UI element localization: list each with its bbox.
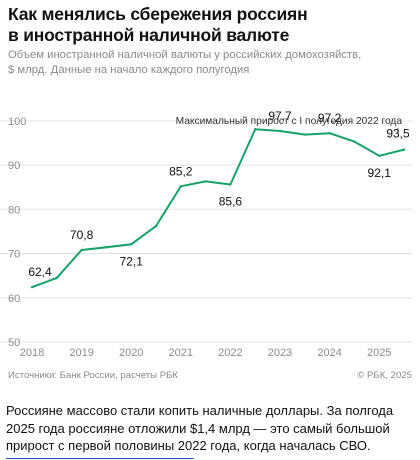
data-label-10: 97,7 (268, 109, 292, 123)
x-tick-label-2019: 2019 (69, 347, 93, 359)
x-tick-label-2020: 2020 (119, 347, 143, 359)
annotation-max-increase: Максимальный прирост с I полугодия 2022 … (176, 116, 403, 127)
data-point-8 (229, 183, 232, 186)
copyright-note: © РБК, 2025 (357, 370, 412, 381)
data-label-2: 70,8 (70, 228, 94, 242)
line-chart: 50 60 70 80 90 100 2018 2019 2020 2021 2022 2023 202… (0, 109, 412, 359)
data-point-5 (154, 224, 158, 228)
chart-title: Как менялись сбережения россиян в иностр… (8, 4, 412, 46)
x-tick-label-2024: 2024 (317, 347, 341, 359)
x-tick-label-2025: 2025 (367, 347, 391, 359)
data-label-0: 62,4 (28, 265, 52, 279)
data-point-3 (105, 246, 108, 249)
x-tick-label-2023: 2023 (268, 347, 292, 359)
chart-subtitle-line-2: $ млрд. Данные на начало каждого полугод… (8, 64, 250, 76)
x-tick-label-2021: 2021 (169, 347, 193, 359)
data-point-1 (55, 276, 58, 280)
article-caption: Россияне массово стали копить наличные д… (6, 402, 416, 455)
data-point-12 (328, 132, 331, 135)
source-note: Источники: Банк России, расчеты РБК (8, 370, 179, 381)
data-point-13 (353, 140, 356, 143)
caption-line-1: Россияне массово стали копить наличные д… (6, 403, 394, 418)
data-label-6: 85,2 (169, 164, 193, 178)
data-point-0 (30, 285, 34, 289)
caption-line-3: прирост с первой половины 2022 года, ког… (6, 438, 371, 453)
data-label-14: 92,1 (368, 166, 392, 180)
chart-title-line-1: Как менялись сбережения россиян (8, 4, 308, 24)
y-tick-label-80: 80 (8, 204, 20, 216)
y-tick-label-60: 60 (8, 293, 20, 305)
data-point-9 (254, 128, 257, 131)
chart-subtitle: Объем иностранной наличной валюты у росс… (8, 48, 412, 78)
data-point-2 (80, 248, 83, 252)
cut-off-link-text[interactable] (6, 455, 366, 460)
y-tick-label-90: 90 (8, 160, 20, 172)
y-tick-label-100: 100 (8, 116, 26, 128)
data-point-11 (303, 133, 306, 136)
chart-title-line-2: в иностранной наличной валюте (8, 25, 290, 45)
data-point-7 (204, 180, 207, 183)
data-point-14 (378, 154, 381, 157)
y-tick-label-70: 70 (8, 249, 20, 261)
data-label-12: 97,2 (318, 111, 342, 125)
data-point-4 (130, 243, 133, 246)
x-tick-label-2018: 2018 (20, 347, 44, 359)
caption-line-2: 2025 года россияне отложили $1,4 млрд — … (6, 420, 390, 436)
data-point-15 (402, 148, 406, 151)
cut-off-link-line[interactable] (6, 455, 366, 460)
y-tick-label-50: 50 (8, 337, 20, 349)
data-point-6 (179, 185, 182, 188)
data-label-8: 85,6 (219, 195, 243, 209)
x-tick-label-2022: 2022 (218, 347, 242, 359)
chart-footer: Источники: Банк России, расчеты РБК © РБ… (8, 370, 412, 381)
series-line (31, 128, 405, 289)
chart-subtitle-line-1: Объем иностранной наличной валюты у росс… (8, 49, 362, 61)
data-label-4: 72,1 (120, 254, 144, 268)
data-point-10 (278, 129, 282, 133)
